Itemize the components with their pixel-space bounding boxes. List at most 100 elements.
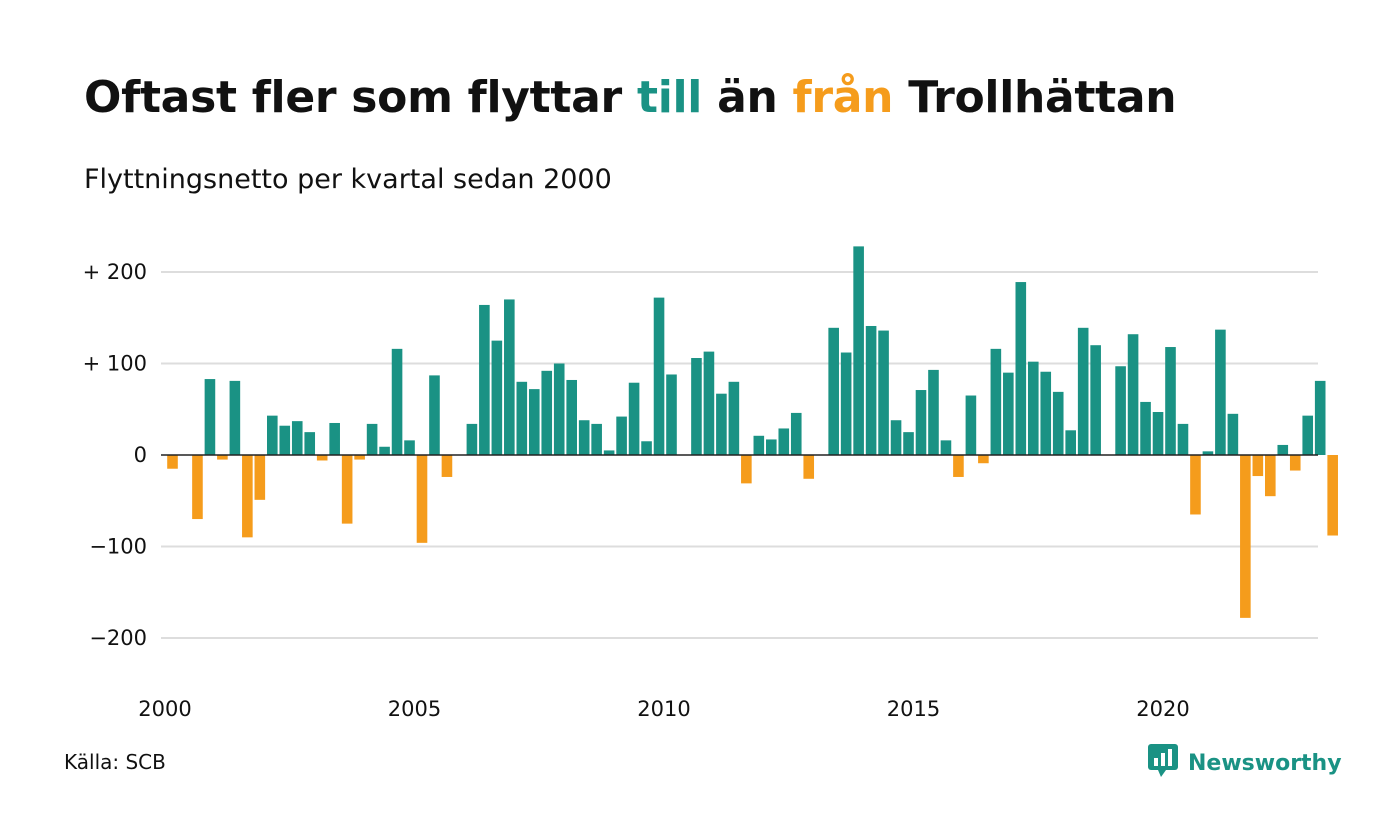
bar bbox=[1052, 391, 1064, 456]
x-tick-label: 2020 bbox=[1136, 697, 1189, 721]
bar bbox=[965, 395, 977, 455]
y-tick-label: 0 bbox=[134, 443, 147, 467]
bar bbox=[603, 450, 615, 456]
source-label: Källa: SCB bbox=[64, 750, 166, 774]
bar bbox=[1090, 345, 1101, 455]
bar bbox=[903, 432, 914, 456]
bar bbox=[666, 374, 677, 455]
bar bbox=[229, 380, 241, 455]
y-tick-label: −200 bbox=[89, 626, 147, 650]
bar bbox=[1027, 361, 1039, 455]
bar bbox=[1140, 401, 1151, 455]
bar bbox=[865, 325, 877, 456]
bar bbox=[404, 440, 415, 455]
bar bbox=[316, 455, 328, 461]
title-part-till: till bbox=[636, 72, 703, 123]
bar bbox=[1077, 327, 1089, 455]
chart-subtitle: Flyttningsnetto per kvartal sedan 2000 bbox=[84, 164, 612, 195]
bar bbox=[890, 420, 902, 455]
bar bbox=[1015, 282, 1027, 455]
title-part-5: Trollhättan bbox=[893, 72, 1177, 123]
bar bbox=[578, 420, 590, 455]
bar bbox=[566, 379, 577, 455]
bar bbox=[978, 455, 989, 464]
bar bbox=[391, 348, 403, 455]
bar bbox=[242, 455, 253, 538]
bar bbox=[853, 246, 864, 455]
bar bbox=[1127, 334, 1139, 455]
bar bbox=[1327, 455, 1338, 536]
bar bbox=[541, 370, 553, 455]
bar bbox=[1040, 371, 1052, 456]
bar bbox=[1165, 347, 1176, 455]
bar bbox=[267, 415, 278, 455]
x-tick-label: 2005 bbox=[388, 697, 441, 721]
bar bbox=[479, 304, 490, 455]
bar bbox=[1240, 455, 1251, 618]
bar bbox=[790, 412, 802, 455]
bar bbox=[691, 358, 702, 455]
bar bbox=[379, 446, 390, 455]
bar bbox=[1252, 455, 1264, 477]
bar bbox=[653, 297, 665, 455]
bar bbox=[616, 416, 627, 455]
bar bbox=[803, 455, 815, 479]
bar bbox=[553, 363, 565, 455]
bar bbox=[204, 379, 216, 456]
bar bbox=[1065, 430, 1076, 456]
bar bbox=[1302, 415, 1314, 455]
bar bbox=[741, 455, 752, 484]
newsworthy-logo-icon bbox=[1148, 744, 1178, 782]
bar bbox=[1202, 451, 1214, 455]
bar bbox=[778, 428, 790, 455]
bar bbox=[329, 422, 340, 455]
bars bbox=[167, 246, 1338, 618]
bar bbox=[304, 432, 316, 456]
x-tick-label: 2015 bbox=[887, 697, 940, 721]
bar bbox=[1265, 455, 1276, 497]
bar bbox=[591, 423, 602, 455]
bar bbox=[217, 455, 228, 460]
bar bbox=[1115, 366, 1126, 456]
bar bbox=[466, 423, 478, 455]
bar bbox=[1277, 444, 1289, 456]
bar bbox=[828, 327, 839, 455]
bar bbox=[766, 439, 777, 455]
bar bbox=[254, 455, 266, 500]
bar bbox=[641, 441, 652, 455]
axes: + 200 + 100 0 −100 −200 2000 2005 2010 2015 2020 bbox=[83, 260, 1318, 721]
bar bbox=[1003, 372, 1014, 455]
bar bbox=[279, 425, 291, 455]
bar bbox=[840, 352, 852, 455]
bar bbox=[491, 340, 503, 456]
bar bbox=[291, 421, 303, 455]
grid-lines bbox=[161, 271, 1318, 639]
bar bbox=[1215, 329, 1226, 455]
title-part-3: än bbox=[702, 72, 793, 123]
bar bbox=[716, 393, 727, 455]
y-tick-label: + 100 bbox=[83, 352, 147, 376]
bar bbox=[504, 299, 515, 455]
x-tick-label: 2000 bbox=[138, 697, 191, 721]
y-tick-label: −100 bbox=[89, 535, 147, 559]
bar bbox=[441, 455, 453, 477]
y-tick-label: + 200 bbox=[83, 260, 147, 284]
bar bbox=[1190, 455, 1201, 515]
bar bbox=[516, 381, 528, 455]
bar bbox=[628, 382, 640, 455]
bar bbox=[728, 381, 740, 455]
bar bbox=[366, 423, 378, 455]
bar bbox=[753, 435, 765, 455]
bar bbox=[1227, 413, 1239, 455]
bar bbox=[928, 369, 939, 455]
bar-chart: + 200 + 100 0 −100 −200 2000 2005 2010 2015 2020 bbox=[83, 246, 1338, 721]
bar bbox=[341, 455, 353, 524]
chart-title: Oftast fler som flyttar till än från Tro… bbox=[84, 72, 1177, 123]
bar bbox=[528, 389, 540, 455]
brand-name: Newsworthy bbox=[1188, 750, 1342, 776]
bar bbox=[192, 455, 203, 520]
bar bbox=[915, 390, 927, 455]
title-part-fran: från bbox=[792, 72, 894, 123]
bar bbox=[416, 455, 428, 543]
bar bbox=[1177, 423, 1189, 455]
